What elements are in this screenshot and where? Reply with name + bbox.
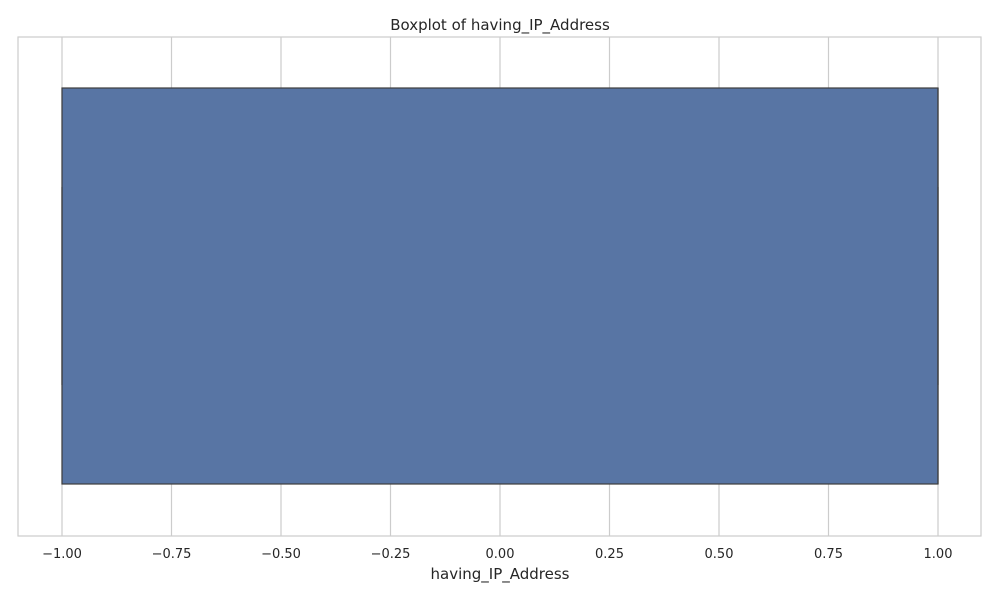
x-axis-label: having_IP_Address	[431, 565, 570, 584]
x-tick-label: 0.00	[486, 547, 515, 562]
chart-title: Boxplot of having_IP_Address	[390, 16, 610, 35]
x-tick-label: 0.50	[705, 547, 734, 562]
x-tick-label: −0.50	[261, 547, 301, 562]
x-tick-label: 1.00	[924, 547, 953, 562]
x-tick-label: −0.25	[371, 547, 411, 562]
box-iqr	[61, 87, 939, 485]
x-tick-labels: −1.00 −0.75 −0.50 −0.25 0.00 0.25 0.50 0.75 1.00	[42, 547, 952, 562]
box-layer	[61, 87, 939, 485]
x-tick-label: −1.00	[42, 547, 82, 562]
x-tick-label: 0.75	[814, 547, 843, 562]
x-tick-label: −0.75	[152, 547, 192, 562]
x-tick-label: 0.25	[595, 547, 624, 562]
plot-frame	[17, 36, 982, 537]
